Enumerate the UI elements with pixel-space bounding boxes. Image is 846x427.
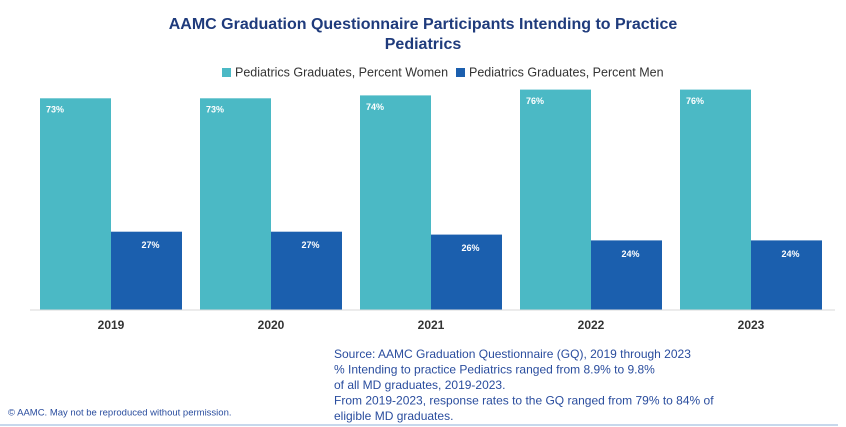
data-label: 24% (621, 249, 639, 259)
bar (111, 231, 182, 310)
source-note: % Intending to practice Pediatrics range… (334, 363, 655, 377)
data-label: 26% (461, 243, 479, 253)
source-note: of all MD graduates, 2019-2023. (334, 378, 505, 392)
x-tick-label: 2022 (578, 318, 605, 332)
copyright: © AAMC. May not be reproduced without pe… (8, 408, 232, 419)
bar (680, 89, 751, 310)
bar (360, 95, 431, 311)
x-tick-label: 2019 (98, 318, 125, 332)
legend-label: Pediatrics Graduates, Percent Women (235, 65, 448, 79)
bar (431, 234, 502, 310)
data-label: 76% (526, 96, 544, 106)
data-label: 24% (781, 249, 799, 259)
legend-label: Pediatrics Graduates, Percent Men (469, 65, 664, 79)
chart-title: AAMC Graduation Questionnaire Participan… (169, 16, 678, 33)
legend-swatch (456, 68, 465, 77)
bar (591, 240, 662, 310)
bar (200, 98, 271, 310)
x-tick-label: 2021 (418, 318, 445, 332)
source-note: From 2019-2023, response rates to the GQ… (334, 394, 714, 408)
data-label: 27% (301, 240, 319, 250)
legend-swatch (222, 68, 231, 77)
bar (520, 89, 591, 310)
data-label: 74% (366, 102, 384, 112)
data-label: 73% (206, 105, 224, 115)
data-label: 76% (686, 96, 704, 106)
bar (751, 240, 822, 310)
bar (271, 231, 342, 310)
data-label: 27% (141, 240, 159, 250)
x-tick-label: 2020 (258, 318, 285, 332)
chart-title: Pediatrics (385, 36, 462, 53)
x-tick-label: 2023 (738, 318, 765, 332)
data-label: 73% (46, 105, 64, 115)
source-note: eligible MD graduates. (334, 409, 453, 423)
bar (40, 98, 111, 310)
source-note: Source: AAMC Graduation Questionnaire (G… (334, 347, 691, 361)
